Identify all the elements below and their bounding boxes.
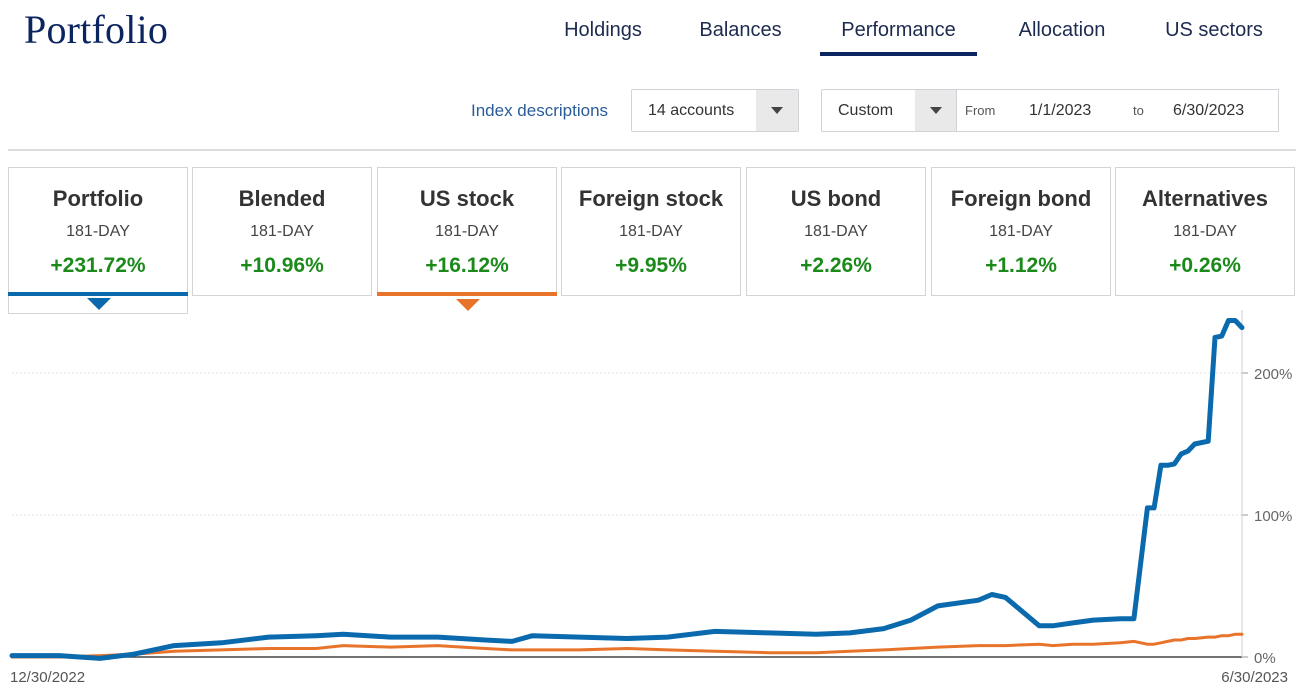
- to-date-input[interactable]: 6/30/2023: [1173, 102, 1245, 119]
- card-pointer-icon: [87, 298, 111, 310]
- tab-holdings[interactable]: Holdings: [564, 19, 642, 41]
- card-selected-bar: [8, 292, 188, 296]
- card-return: +16.12%: [425, 254, 509, 277]
- card-alternatives[interactable]: Alternatives 181-DAY +0.26%: [1115, 167, 1295, 296]
- card-foreign-bond[interactable]: Foreign bond 181-DAY +1.12%: [931, 167, 1111, 296]
- card-title: Foreign bond: [950, 186, 1092, 211]
- card-period: 181-DAY: [435, 223, 499, 240]
- card-title: Alternatives: [1142, 186, 1268, 211]
- card-us-bond[interactable]: US bond 181-DAY +2.26%: [746, 167, 926, 296]
- card-period: 181-DAY: [989, 223, 1053, 240]
- period-select-value: Custom: [838, 102, 894, 119]
- tab-us-sectors[interactable]: US sectors: [1165, 19, 1263, 41]
- chevron-down-icon: [930, 107, 942, 114]
- performance-chart: 0% 100% 200% 12/30/2022 6/30/2023: [9, 310, 1292, 686]
- tab-balances[interactable]: Balances: [699, 19, 782, 41]
- card-return: +231.72%: [50, 254, 146, 277]
- x-tick-label: 6/30/2023: [1221, 669, 1288, 686]
- series-line-us-stock: [10, 632, 1244, 659]
- card-period: 181-DAY: [66, 223, 130, 240]
- card-title: Portfolio: [52, 186, 144, 211]
- card-return: +9.95%: [615, 254, 687, 277]
- to-label: to: [1133, 103, 1144, 118]
- card-period: 181-DAY: [804, 223, 868, 240]
- period-dropdown-button[interactable]: [915, 90, 957, 131]
- card-period: 181-DAY: [1173, 223, 1237, 240]
- card-title: US stock: [419, 186, 515, 211]
- main-nav: Holdings Balances Performance Allocation…: [0, 16, 1305, 56]
- card-return: +10.96%: [240, 254, 324, 277]
- card-us-stock[interactable]: US stock 181-DAY +16.12%: [377, 167, 557, 311]
- period-select[interactable]: Custom: [821, 89, 957, 132]
- chevron-down-icon: [771, 107, 783, 114]
- y-tick-label: 0%: [1254, 650, 1276, 667]
- card-return: +0.26%: [1169, 254, 1241, 277]
- y-tick-label: 100%: [1254, 508, 1292, 525]
- card-selected-bar: [377, 292, 557, 296]
- card-return: +2.26%: [800, 254, 872, 277]
- card-pointer-icon: [456, 299, 480, 311]
- series-line-portfolio: [9, 318, 1245, 661]
- card-foreign-stock[interactable]: Foreign stock 181-DAY +9.95%: [561, 167, 741, 296]
- accounts-dropdown-button[interactable]: [756, 90, 798, 131]
- x-tick-label: 12/30/2022: [10, 669, 85, 686]
- tab-allocation[interactable]: Allocation: [1018, 19, 1106, 41]
- from-date-input[interactable]: 1/1/2023: [1029, 102, 1092, 119]
- card-period: 181-DAY: [250, 223, 314, 240]
- accounts-select[interactable]: 14 accounts: [631, 89, 799, 132]
- tab-performance[interactable]: Performance: [820, 16, 977, 56]
- card-title: Foreign stock: [578, 186, 724, 211]
- card-blended[interactable]: Blended 181-DAY +10.96%: [192, 167, 372, 296]
- card-portfolio[interactable]: Portfolio 181-DAY +231.72%: [8, 167, 188, 314]
- divider: [8, 149, 1296, 151]
- card-period: 181-DAY: [619, 223, 683, 240]
- card-title: US bond: [790, 186, 882, 211]
- page-title: Portfolio: [24, 7, 169, 52]
- from-label: From: [965, 103, 996, 118]
- y-tick-label: 200%: [1254, 366, 1292, 383]
- card-return: +1.12%: [985, 254, 1057, 277]
- card-title: Blended: [238, 186, 326, 211]
- index-descriptions-link[interactable]: Index descriptions: [471, 101, 609, 120]
- date-range: From 1/1/2023 to 6/30/2023: [956, 89, 1279, 132]
- accounts-select-value: 14 accounts: [648, 102, 735, 119]
